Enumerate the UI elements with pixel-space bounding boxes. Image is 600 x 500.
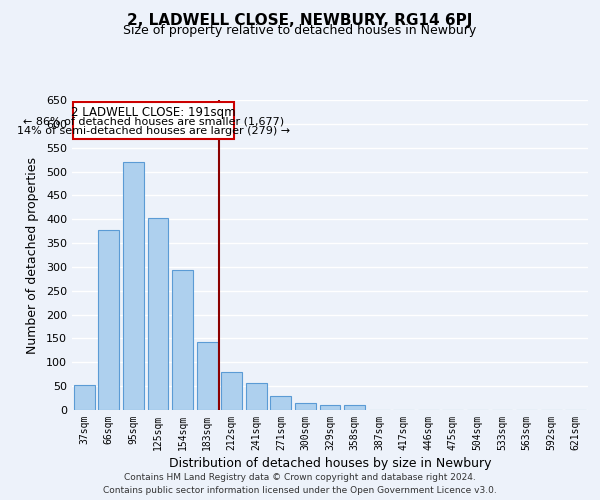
Bar — [344, 405, 365, 410]
Bar — [271, 396, 292, 410]
Bar — [246, 384, 267, 410]
Text: Size of property relative to detached houses in Newbury: Size of property relative to detached ho… — [124, 24, 476, 37]
X-axis label: Distribution of detached houses by size in Newbury: Distribution of detached houses by size … — [169, 457, 491, 470]
Bar — [197, 342, 218, 410]
Bar — [221, 372, 242, 410]
Bar — [74, 385, 95, 410]
Bar — [295, 403, 316, 410]
Bar — [148, 218, 169, 410]
Bar — [123, 162, 144, 410]
Text: ← 86% of detached houses are smaller (1,677): ← 86% of detached houses are smaller (1,… — [23, 116, 284, 126]
Text: 2 LADWELL CLOSE: 191sqm: 2 LADWELL CLOSE: 191sqm — [71, 106, 236, 119]
Bar — [172, 270, 193, 410]
Text: 14% of semi-detached houses are larger (279) →: 14% of semi-detached houses are larger (… — [17, 126, 290, 136]
Bar — [98, 230, 119, 410]
Text: 2, LADWELL CLOSE, NEWBURY, RG14 6PJ: 2, LADWELL CLOSE, NEWBURY, RG14 6PJ — [127, 12, 473, 28]
Y-axis label: Number of detached properties: Number of detached properties — [26, 156, 39, 354]
Bar — [320, 405, 340, 410]
Text: Contains HM Land Registry data © Crown copyright and database right 2024.
Contai: Contains HM Land Registry data © Crown c… — [103, 473, 497, 495]
FancyBboxPatch shape — [73, 102, 234, 139]
